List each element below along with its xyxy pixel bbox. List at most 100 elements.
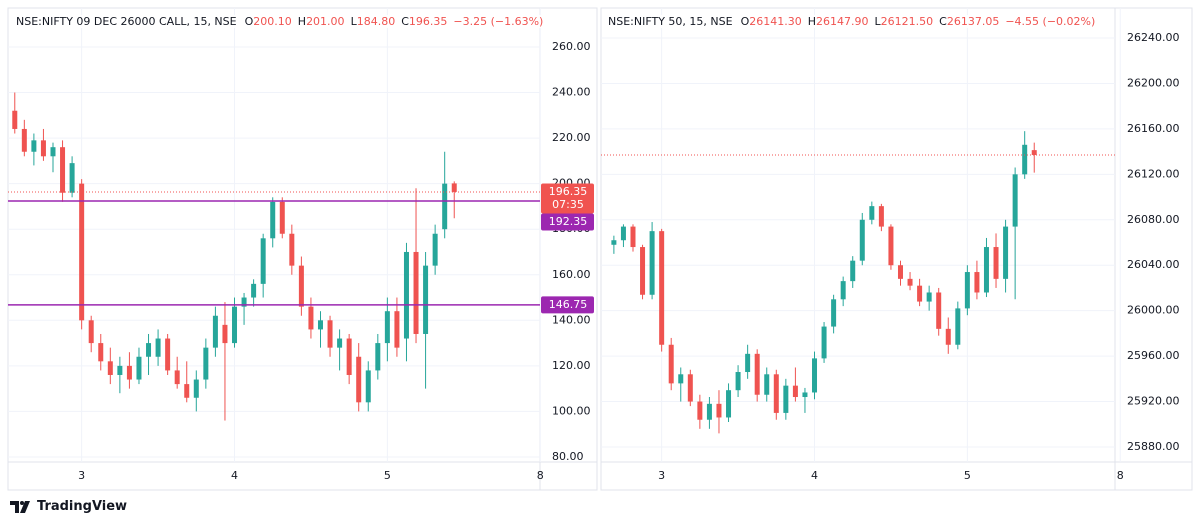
panel-border <box>7 7 598 491</box>
y-tick-label: 25880.00 <box>1127 440 1180 453</box>
legend-value: 26147.90 <box>816 15 869 28</box>
y-tick-label: 240.00 <box>552 86 591 99</box>
candle-body <box>432 233 438 266</box>
chart-header: NSE:NIFTY 50, 15, NSE O26141.30 H26147.90 L… <box>608 15 1102 28</box>
candle-body <box>620 226 626 241</box>
legend-key: C <box>939 15 947 28</box>
legend-value: 200.10 <box>253 15 292 28</box>
brand: TradingView <box>10 499 127 514</box>
y-tick-label: 25960.00 <box>1127 349 1180 362</box>
y-tick-label: 26160.00 <box>1127 122 1180 135</box>
candle-body <box>611 240 617 245</box>
candle-body <box>403 251 409 339</box>
x-tick-label: 8 <box>537 469 544 482</box>
y-tick-label: 120.00 <box>552 359 591 372</box>
legend-value: 184.80 <box>356 15 396 28</box>
candle-body <box>745 353 751 373</box>
candle-body <box>706 403 712 420</box>
legend-value: 196.35 <box>408 15 448 28</box>
y-tick-label: 26000.00 <box>1127 304 1180 317</box>
candle-body <box>136 356 142 380</box>
candle-body <box>783 385 789 413</box>
candle-body <box>859 219 865 261</box>
candle-body <box>174 370 180 385</box>
legend-key: C <box>401 15 409 28</box>
x-tick-label: 5 <box>964 469 971 482</box>
candle-body <box>936 292 942 329</box>
candle-body <box>356 356 362 403</box>
candle-body <box>31 140 37 152</box>
y-tick-label: 26120.00 <box>1127 167 1180 180</box>
candle-body <box>107 361 113 375</box>
candle-body <box>735 372 741 391</box>
candle-body <box>117 365 123 375</box>
candle-body <box>726 390 732 418</box>
candle-body <box>12 110 18 129</box>
candle-body <box>222 324 228 344</box>
candle-body <box>184 384 190 398</box>
y-tick-label: 140.00 <box>552 313 591 326</box>
candle-body <box>764 374 770 395</box>
x-tick-label: 5 <box>384 469 391 482</box>
y-tick-label: 26240.00 <box>1127 31 1180 44</box>
brand-logo <box>10 500 30 513</box>
candle-body <box>251 283 257 298</box>
legend-value: 26137.05 <box>946 15 1000 28</box>
candle-body <box>983 247 989 293</box>
candle-body <box>812 358 818 393</box>
price-tag-label: 192.35 <box>549 215 588 228</box>
candle-body <box>974 272 980 293</box>
change: −3.25 (−1.63%) <box>453 15 544 28</box>
candle-body <box>337 338 343 348</box>
candle-body <box>279 201 285 234</box>
x-tick-label: 3 <box>658 469 665 482</box>
y-tick-label: 260.00 <box>552 40 591 53</box>
price-tag <box>541 213 594 231</box>
candle-body <box>298 265 304 307</box>
legend-value: 26121.50 <box>880 15 934 28</box>
candle-body <box>50 147 56 157</box>
candle-body <box>888 226 894 266</box>
brand-name: TradingView <box>37 499 128 514</box>
y-tick-label: 25920.00 <box>1127 395 1180 408</box>
candle-body <box>193 379 199 398</box>
panel-border <box>600 7 1193 491</box>
price-tag-label: 196.35 <box>549 185 588 198</box>
candle-body <box>442 183 448 230</box>
candle-body <box>697 401 703 420</box>
y-tick-label: 26080.00 <box>1127 213 1180 226</box>
candle-body <box>926 292 932 302</box>
candle-body <box>365 370 371 403</box>
candle-body <box>821 326 827 359</box>
candle-body <box>964 272 970 309</box>
candle-body <box>60 147 66 193</box>
candle-body <box>640 247 646 295</box>
x-tick-label: 3 <box>78 469 85 482</box>
candle-body <box>831 299 837 327</box>
candle-body <box>289 233 295 266</box>
candle-body <box>659 231 665 345</box>
legend-key: H <box>297 15 307 28</box>
candle-body <box>270 201 276 239</box>
price-tag <box>541 183 594 214</box>
price-tag <box>541 296 594 314</box>
candle-body <box>232 306 238 344</box>
price-tag-countdown: 07:35 <box>552 198 584 211</box>
candle-body <box>897 265 903 279</box>
candle-body <box>773 374 779 413</box>
candle-body <box>394 311 400 348</box>
candle-body <box>869 206 875 220</box>
x-tick-label: 4 <box>811 469 818 482</box>
symbol: NSE:NIFTY 50, 15, NSE <box>608 15 733 28</box>
candle-body <box>917 285 923 302</box>
candle-body <box>317 320 323 330</box>
symbol: NSE:NIFTY 09 DEC 26000 CALL, 15, NSE <box>16 15 237 28</box>
candle-body <box>945 328 951 345</box>
legend-value: 26141.30 <box>749 15 802 28</box>
candle-body <box>88 320 94 344</box>
candle-body <box>241 297 247 307</box>
candle-body <box>69 163 75 193</box>
candle-body <box>792 385 798 398</box>
